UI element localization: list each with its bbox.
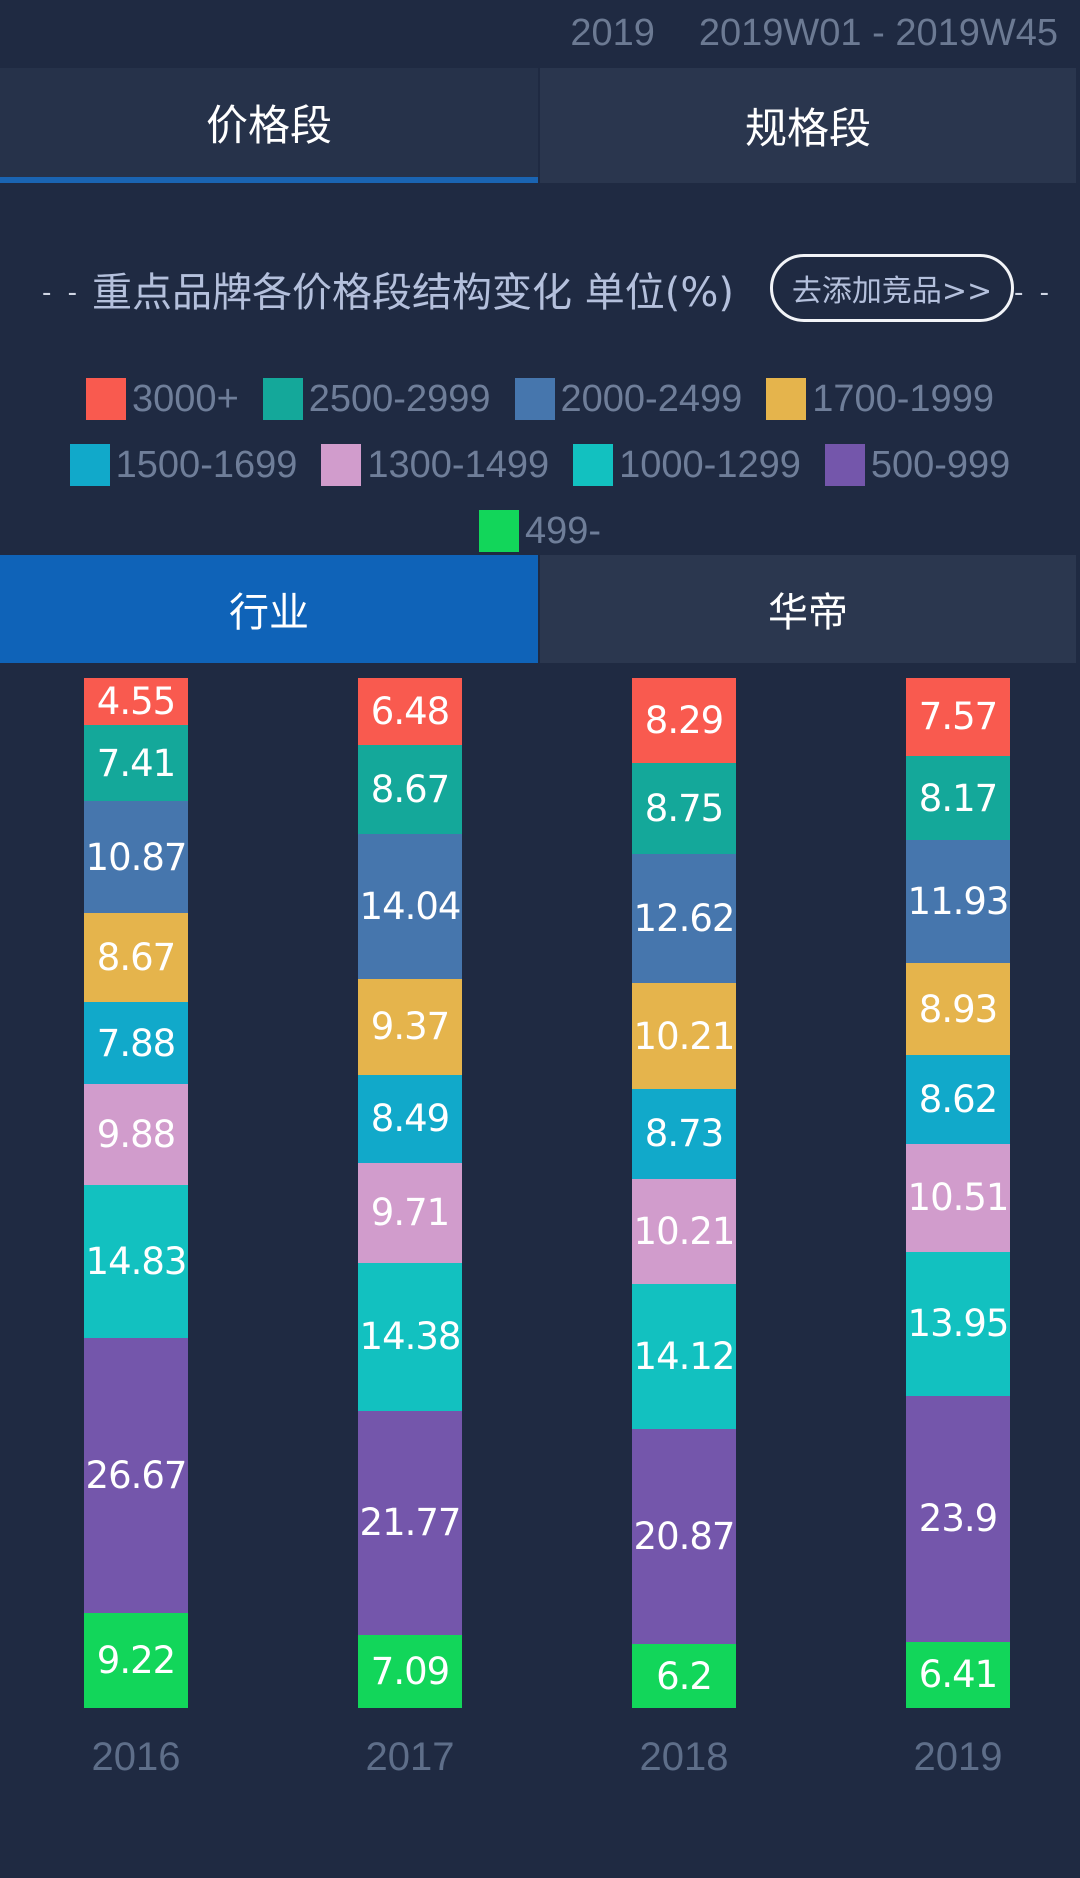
bar-segment[interactable]: 13.95 [906,1252,1010,1396]
bar-segment[interactable]: 7.09 [358,1634,462,1708]
legend-row-3: 499- [0,498,1080,564]
bar-segment[interactable]: 20.87 [632,1429,736,1645]
x-axis-label: 2017 [365,1735,455,1779]
legend-item[interactable]: 3000+ [86,378,239,421]
bar-segment[interactable]: 9.22 [84,1612,188,1708]
bar-segment[interactable]: 9.37 [358,978,462,1076]
title-right-dash: - - [1014,278,1054,308]
top-tabs: 价格段 规格段 [0,68,1076,183]
date-range[interactable]: 2019 2019W01 - 2019W45 [570,12,1058,55]
legend-item[interactable]: 1300-1499 [321,444,549,487]
bar-segment[interactable]: 6.41 [906,1641,1010,1708]
legend-label: 499- [524,509,602,552]
legend-item[interactable]: 2500-2999 [262,377,491,421]
week-range-text: 2019W01 - 2019W45 [698,12,1058,54]
bar-2019[interactable]: 7.57 8.17 11.93 8.93 8.62 10.51 13.95 23.9 6.41 [906,678,1010,1708]
legend-row-2: 1500-1699 1300-1499 1000-1299 500-999 [0,432,1080,498]
bar-segment[interactable]: 14.12 [632,1283,736,1430]
legend-label: 2500-2999 [308,377,491,420]
bar-segment[interactable]: 10.21 [632,983,736,1089]
stacked-bar-chart: 4.55 7.41 10.87 8.67 7.88 9.88 14.83 26.67 9.22 6… [0,678,1080,1708]
year-text: 2019 [570,12,655,54]
x-axis-label: 2018 [639,1735,729,1779]
legend-item[interactable]: 1500-1699 [69,443,298,487]
bar-segment[interactable]: 7.41 [84,724,188,802]
legend-swatch-icon [766,378,807,420]
add-competitor-button[interactable]: 去添加竞品>> [770,254,1014,322]
tab-spec-segment[interactable]: 规格段 [540,68,1076,183]
chart-legend: 3000+ 2500-2999 2000-2499 1700-1999 1500-16… [0,366,1080,564]
x-axis-label: 2019 [913,1735,1003,1779]
bar-2017[interactable]: 6.48 8.67 14.04 9.37 8.49 9.71 14.38 21.77 7.09 [358,678,462,1708]
legend-row-1: 3000+ 2500-2999 2000-2499 1700-1999 [0,366,1080,432]
bar-segment[interactable]: 6.2 [632,1644,736,1708]
bar-segment[interactable]: 8.17 [906,755,1010,841]
bar-segment[interactable]: 26.67 [84,1338,188,1613]
legend-item[interactable]: 2000-2499 [514,377,743,421]
bar-segment[interactable]: 8.67 [358,744,462,835]
legend-item[interactable]: 1000-1299 [573,444,801,487]
bar-segment[interactable]: 21.77 [358,1410,462,1635]
legend-label: 500-999 [870,443,1011,486]
legend-swatch-icon [573,444,614,486]
tab-price-segment[interactable]: 价格段 [0,68,538,183]
bar-segment[interactable]: 8.49 [358,1075,462,1163]
legend-swatch-icon [478,510,519,552]
bar-segment[interactable]: 8.73 [632,1088,736,1179]
bar-segment[interactable]: 8.62 [906,1055,1010,1144]
legend-swatch-icon [262,378,303,420]
x-axis-label: 2016 [91,1735,181,1779]
bar-segment[interactable]: 11.93 [906,840,1010,964]
bar-segment[interactable]: 12.62 [632,853,736,984]
bar-segment[interactable]: 8.93 [906,963,1010,1055]
legend-swatch-icon [86,378,127,420]
bar-segment[interactable]: 8.75 [632,763,736,854]
bar-segment[interactable]: 10.21 [632,1178,736,1284]
chart-title: 重点品牌各价格段结构变化 单位(%) [92,270,734,316]
legend-label: 2000-2499 [560,377,743,420]
bar-segment[interactable]: 4.55 [84,678,188,725]
legend-item[interactable]: 499- [478,509,602,553]
bar-segment[interactable]: 9.71 [358,1162,462,1263]
sub-tabs: 行业 华帝 [0,555,1076,663]
bar-segment[interactable]: 23.9 [906,1395,1010,1642]
legend-swatch-icon [514,378,555,420]
legend-label: 3000+ [132,377,239,420]
bar-segment[interactable]: 7.57 [906,678,1010,756]
bar-2016[interactable]: 4.55 7.41 10.87 8.67 7.88 9.88 14.83 26.67 9.22 [84,678,188,1708]
legend-label: 1300-1499 [367,443,550,486]
bar-segment[interactable]: 6.48 [358,678,462,745]
bar-segment[interactable]: 7.88 [84,1002,188,1084]
tab-vatti[interactable]: 华帝 [540,555,1076,663]
legend-swatch-icon [69,444,110,486]
bar-segment[interactable]: 14.04 [358,834,462,979]
legend-label: 1500-1699 [115,443,298,486]
legend-label: 1000-1299 [619,443,801,486]
chart-title-row: - - 重点品牌各价格段结构变化 单位(%) 去添加竞品>> - - [0,250,1080,330]
legend-item[interactable]: 500-999 [824,443,1011,487]
legend-swatch-icon [321,444,362,486]
bar-segment[interactable]: 8.67 [84,913,188,1003]
bar-segment[interactable]: 9.88 [84,1083,188,1186]
bar-segment[interactable]: 14.38 [358,1262,462,1411]
bar-segment[interactable]: 10.87 [84,801,188,914]
bar-2018[interactable]: 8.29 8.75 12.62 10.21 8.73 10.21 14.12 20.87 6.2 [632,678,736,1708]
bar-segment[interactable]: 8.29 [632,678,736,764]
legend-item[interactable]: 1700-1999 [766,378,994,421]
tab-industry[interactable]: 行业 [0,555,538,663]
legend-label: 1700-1999 [812,377,994,420]
bar-segment[interactable]: 14.83 [84,1185,188,1339]
legend-swatch-icon [824,444,865,486]
bar-segment[interactable]: 10.51 [906,1143,1010,1253]
title-left-dash: - - [42,278,82,308]
